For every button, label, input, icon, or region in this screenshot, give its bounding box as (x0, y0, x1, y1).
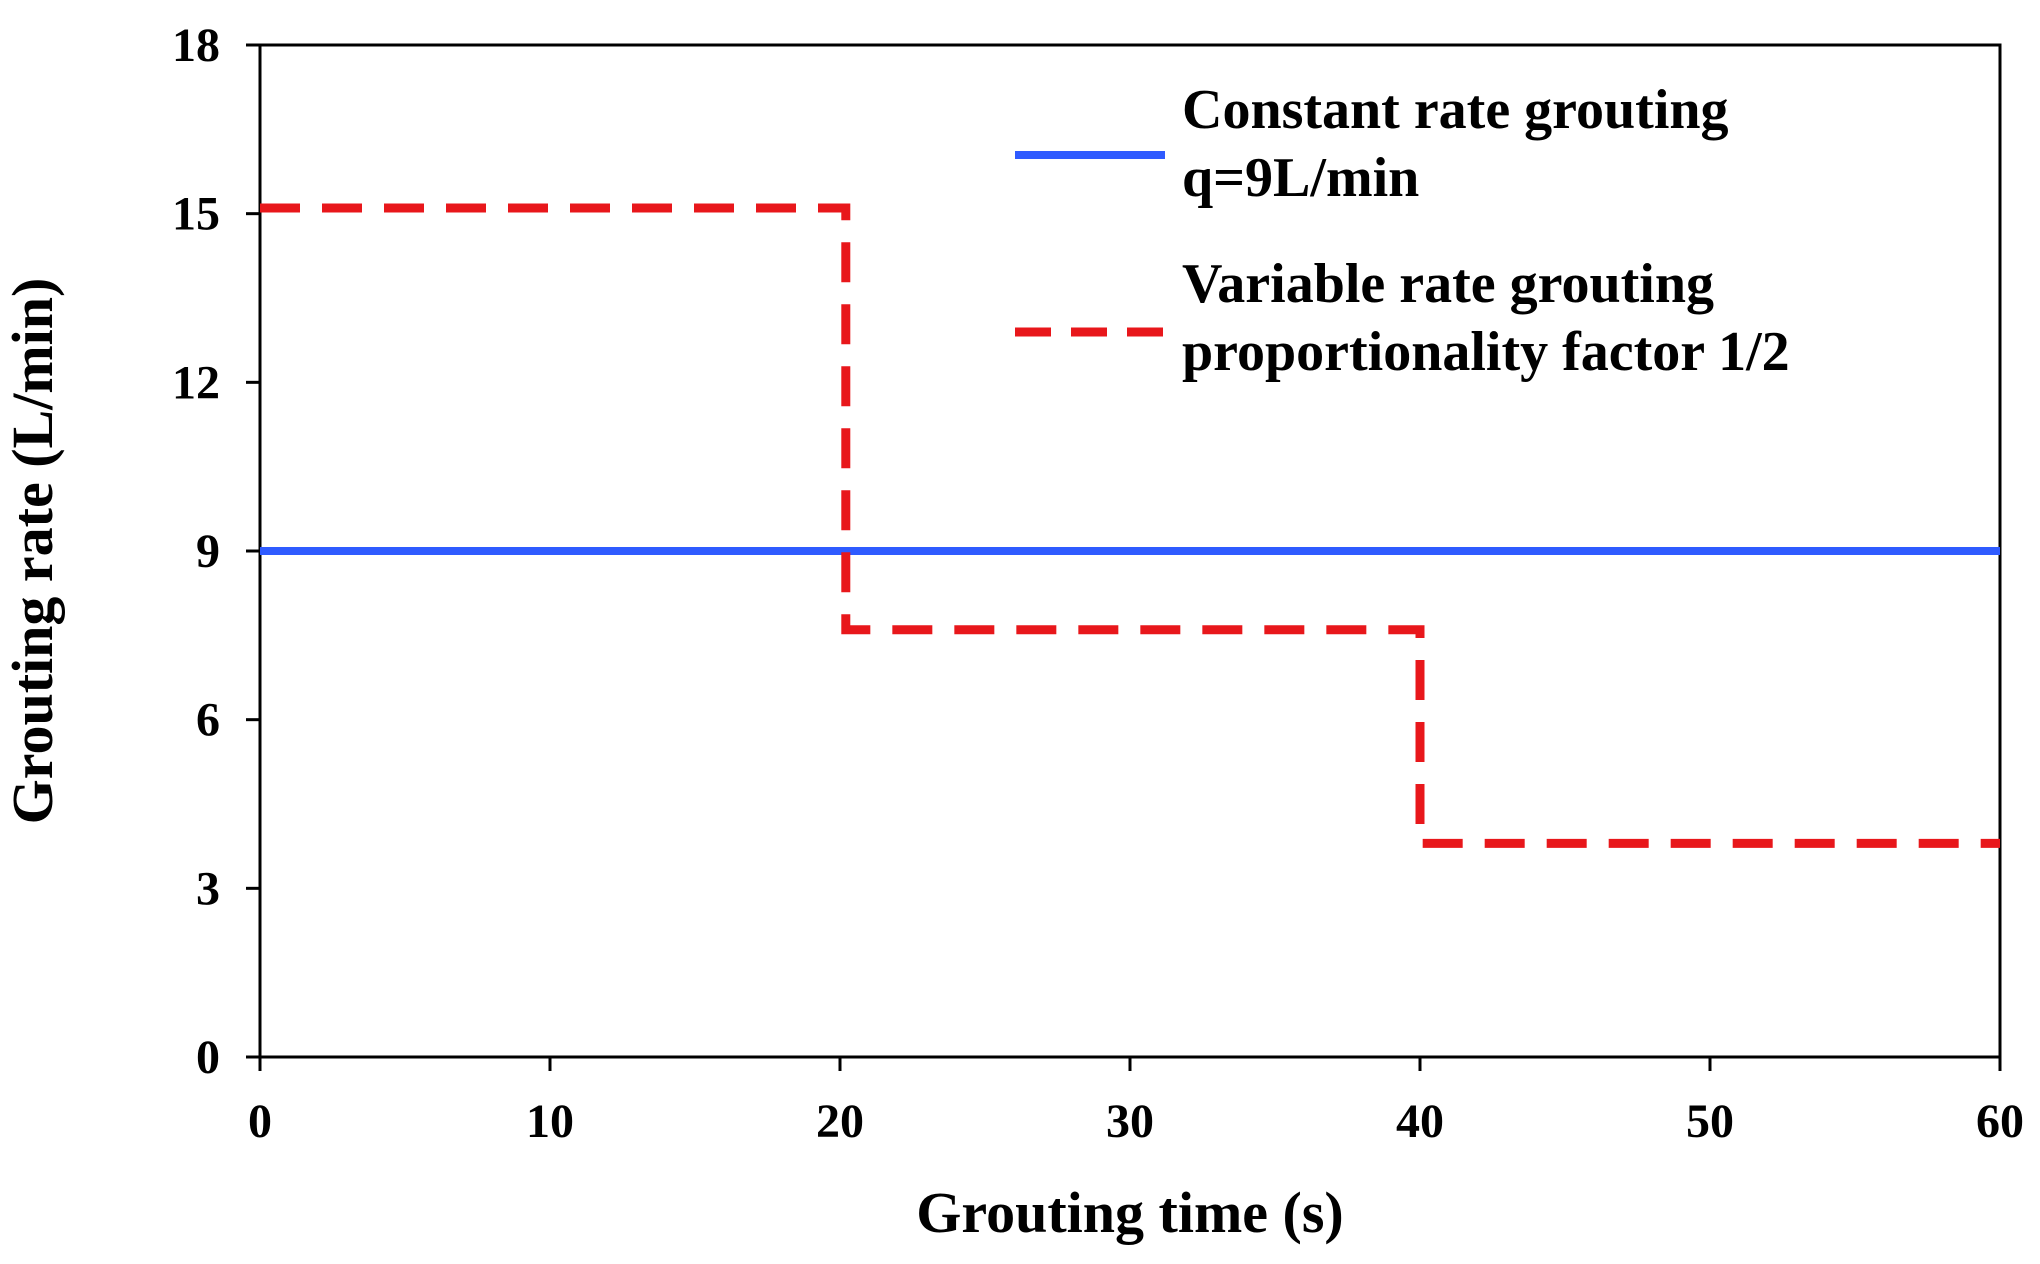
x-tick-label: 30 (1106, 1095, 1154, 1148)
legend-label-2-line-1: Variable rate grouting (1182, 253, 1714, 315)
y-axis-title: Grouting rate (L/min) (0, 278, 65, 825)
y-tick-label: 15 (172, 188, 220, 241)
y-tick-label: 9 (196, 525, 220, 578)
x-tick-label: 20 (816, 1095, 864, 1148)
y-tick-label: 6 (196, 694, 220, 747)
x-tick-label: 60 (1976, 1095, 2024, 1148)
x-axis-title: Grouting time (s) (916, 1180, 1343, 1245)
series-line-2 (260, 203, 2000, 848)
y-tick-label: 3 (196, 862, 220, 915)
legend-label-1-line-1: Constant rate grouting (1182, 79, 1729, 141)
y-tick-label: 18 (172, 19, 220, 72)
legend-label-2-line-2: proportionality factor 1/2 (1182, 321, 1790, 383)
legend-label-1-line-2: q=9L/min (1182, 147, 1419, 209)
x-tick-label: 40 (1396, 1095, 1444, 1148)
x-tick-label: 0 (248, 1095, 272, 1148)
x-tick-label: 10 (526, 1095, 574, 1148)
y-tick-label: 12 (172, 356, 220, 409)
x-tick-label: 50 (1686, 1095, 1734, 1148)
y-tick-label: 0 (196, 1031, 220, 1084)
